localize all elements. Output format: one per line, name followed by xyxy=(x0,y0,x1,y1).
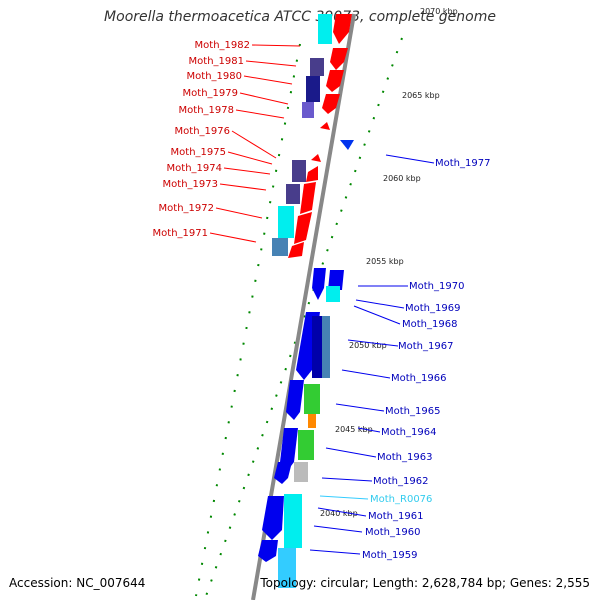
right-gene-labels xyxy=(309,154,435,555)
tick-label: 2045 kbp xyxy=(335,425,373,434)
track-block xyxy=(286,184,300,204)
gene-arrow[interactable] xyxy=(306,166,318,182)
tick-label: 2050 kbp xyxy=(349,341,387,350)
gene-label[interactable]: Moth_1961 xyxy=(368,511,423,522)
gene-label[interactable]: Moth_1960 xyxy=(365,527,420,538)
tick-label: 2060 kbp xyxy=(383,174,421,183)
genome-summary: Topology: circular; Length: 2,628,784 bp… xyxy=(260,576,590,590)
gene-label[interactable]: Moth_1974 xyxy=(167,163,222,174)
track-block xyxy=(294,462,308,482)
track-block xyxy=(278,206,294,238)
gene-arrow[interactable] xyxy=(312,268,326,300)
gene-arrow[interactable] xyxy=(311,154,321,162)
gene-label[interactable]: Moth_1968 xyxy=(402,319,457,330)
gene-label[interactable]: Moth_1965 xyxy=(385,406,440,417)
track-block xyxy=(272,238,288,256)
track-block xyxy=(322,316,330,378)
gene-arrow[interactable] xyxy=(262,496,284,540)
outer-tick-ring xyxy=(205,37,403,597)
map-title: Moorella thermoacetica ATCC 39073, compl… xyxy=(104,9,496,25)
left-gene-text: Moth_1982 Moth_1981 Moth_1980 Moth_1979 … xyxy=(153,40,250,239)
track-block xyxy=(284,494,302,548)
gene-label[interactable]: Moth_1977 xyxy=(435,158,490,169)
gene-label[interactable]: Moth_1972 xyxy=(159,203,214,214)
gene-arrow[interactable] xyxy=(286,380,304,420)
track-block xyxy=(326,286,340,302)
gene-label[interactable]: Moth_1966 xyxy=(391,373,446,384)
gene-arrow[interactable] xyxy=(300,182,316,214)
gene-label[interactable]: Moth_1982 xyxy=(195,40,250,51)
gene-label[interactable]: Moth_1981 xyxy=(189,56,244,67)
gene-label[interactable]: Moth_1970 xyxy=(409,281,464,292)
gene-arrow[interactable] xyxy=(330,48,348,70)
gene-arrow[interactable] xyxy=(280,428,298,470)
gene-label[interactable]: Moth_1979 xyxy=(183,88,238,99)
left-gene-labels xyxy=(209,44,301,243)
rna-leader-line xyxy=(319,495,369,500)
gene-label[interactable]: Moth_1969 xyxy=(405,303,460,314)
gene-label[interactable]: Moth_1976 xyxy=(175,126,230,137)
track-block xyxy=(310,58,324,76)
accession-label: Accession: NC_007644 xyxy=(9,576,146,590)
gene-label[interactable]: Moth_1962 xyxy=(373,476,428,487)
gene-label[interactable]: Moth_1967 xyxy=(398,341,453,352)
gene-label[interactable]: Moth_1964 xyxy=(381,427,436,438)
gene-label[interactable]: Moth_1963 xyxy=(377,452,432,463)
gene-label[interactable]: Moth_1975 xyxy=(171,147,226,158)
track-block xyxy=(298,430,314,460)
gene-label[interactable]: Moth_1973 xyxy=(163,179,218,190)
tick-label: 2055 kbp xyxy=(366,257,404,266)
track-block xyxy=(308,414,316,428)
gene-arrow[interactable] xyxy=(326,70,344,92)
track-block xyxy=(304,384,320,414)
gene-label[interactable]: Moth_1959 xyxy=(362,550,417,561)
gene-arrow[interactable] xyxy=(274,462,292,484)
gene-arrow[interactable] xyxy=(258,540,278,562)
feature-track xyxy=(272,14,340,588)
right-gene-text: Moth_1977 Moth_1970 Moth_1969 Moth_1968 … xyxy=(362,158,490,561)
gene-arrow[interactable] xyxy=(294,212,312,244)
track-block xyxy=(306,76,320,102)
kbp-ticks: 2070 kbp 2065 kbp 2060 kbp 2055 kbp 2050… xyxy=(320,7,458,518)
track-block xyxy=(302,102,314,118)
gene-label[interactable]: Moth_1978 xyxy=(179,105,234,116)
track-block xyxy=(318,14,332,44)
gene-arrow[interactable] xyxy=(340,140,354,150)
tick-label: 2070 kbp xyxy=(420,7,458,16)
gene-arrow[interactable] xyxy=(288,242,304,258)
tick-label: 2040 kbp xyxy=(320,509,358,518)
tick-label: 2065 kbp xyxy=(402,91,440,100)
track-block xyxy=(312,316,322,378)
gene-arrow[interactable] xyxy=(320,122,330,130)
gene-label[interactable]: Moth_R0076 xyxy=(370,494,432,505)
gene-arrow[interactable] xyxy=(333,14,352,44)
gene-label[interactable]: Moth_1980 xyxy=(187,71,242,82)
forward-strand xyxy=(288,14,352,258)
track-block xyxy=(292,160,306,182)
track-block xyxy=(278,548,296,588)
gene-arrow[interactable] xyxy=(322,94,340,114)
gene-arrow[interactable] xyxy=(328,270,344,290)
gene-label[interactable]: Moth_1971 xyxy=(153,228,208,239)
